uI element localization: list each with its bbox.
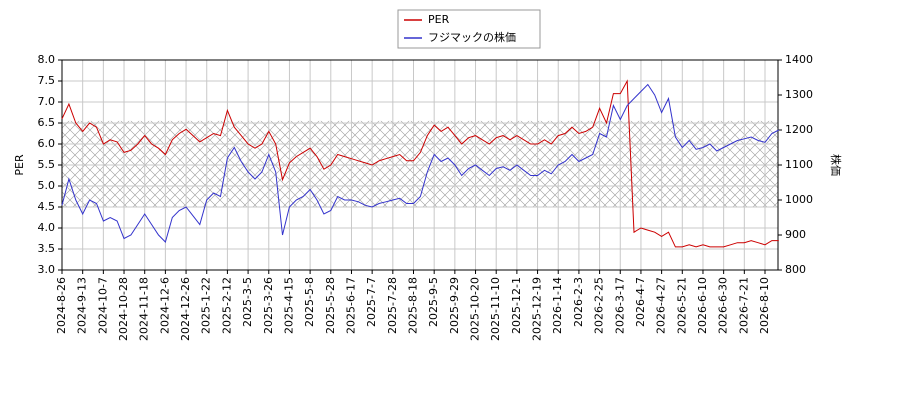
y2-tick-label: 1300 xyxy=(785,88,813,101)
x-tick-label: 2025-4-15 xyxy=(282,277,295,334)
y2-tick-label: 1400 xyxy=(785,53,813,66)
y-tick-label: 6.0 xyxy=(38,137,56,150)
x-tick-label: 2026-4-27 xyxy=(655,277,668,334)
x-tick-label: 2025-7-7 xyxy=(365,277,378,327)
y2-axis-label: 株価 xyxy=(829,154,843,176)
y-tick-label: 8.0 xyxy=(38,53,56,66)
x-tick-label: 2026-8-10 xyxy=(758,277,771,334)
x-tick-label: 2025-6-17 xyxy=(344,277,357,334)
line-series xyxy=(61,83,780,243)
plot-frame xyxy=(61,59,779,271)
y-tick-label: 3.0 xyxy=(38,263,56,276)
x-tick-label: 2025-5-8 xyxy=(303,277,316,327)
y-tick-label: 7.5 xyxy=(38,74,56,87)
y2-tick-label: 1200 xyxy=(785,123,813,136)
y-tick-label: 4.5 xyxy=(38,200,56,213)
x-tick-label: 2025-8-18 xyxy=(407,277,420,334)
legend-box xyxy=(397,9,541,49)
x-tick-label: 2026-6-30 xyxy=(717,277,730,334)
y-tick-label: 5.0 xyxy=(38,179,56,192)
x-tick-label: 2024-12-6 xyxy=(158,277,171,334)
x-tick-label: 2026-6-10 xyxy=(696,277,709,334)
y-tick-label: 3.5 xyxy=(38,242,56,255)
y-tick-label: 6.5 xyxy=(38,116,56,129)
y2-tick-label: 800 xyxy=(785,263,806,276)
x-tick-label: 2024-11-18 xyxy=(138,277,151,341)
x-tick-label: 2025-1-22 xyxy=(200,277,213,334)
y-tick-label: 7.0 xyxy=(38,95,56,108)
x-tick-label: 2025-3-5 xyxy=(241,277,254,327)
x-tick-label: 2025-12-1 xyxy=(510,277,523,334)
x-tick-label: 2026-2-3 xyxy=(572,277,585,327)
y2-tick-label: 900 xyxy=(785,228,806,241)
x-tick-label: 2025-10-20 xyxy=(469,277,482,341)
x-tick-label: 2025-9-29 xyxy=(448,277,461,334)
x-tick-label: 2026-1-14 xyxy=(551,277,564,334)
y2-tick-label: 1100 xyxy=(785,158,813,171)
x-tick-label: 2024-10-7 xyxy=(96,277,109,334)
y-tick-label: 5.5 xyxy=(38,158,56,171)
legend: PER フジマックの株価 xyxy=(397,9,541,49)
x-tick-label: 2025-9-5 xyxy=(427,277,440,327)
x-tick-label: 2025-3-26 xyxy=(262,277,275,334)
x-tick-label: 2026-5-21 xyxy=(675,277,688,334)
legend-label: PER xyxy=(428,13,450,26)
x-tick-label: 2026-2-25 xyxy=(593,277,606,334)
x-tick-label: 2026-7-21 xyxy=(737,277,750,334)
legend-label: フジマックの株価 xyxy=(428,30,516,44)
x-tick-label: 2025-11-10 xyxy=(489,277,502,341)
x-tick-label: 2024-12-26 xyxy=(179,277,192,341)
x-tick-label: 2024-9-13 xyxy=(76,277,89,334)
x-tick-label: 2025-5-28 xyxy=(324,277,337,334)
y-tick-label: 4.0 xyxy=(38,221,56,234)
x-tick-label: 2026-4-7 xyxy=(634,277,647,327)
y-axis-label: PER xyxy=(13,154,26,176)
x-tick-label: 2025-7-28 xyxy=(386,277,399,334)
x-tick-label: 2025-12-19 xyxy=(531,277,544,341)
line-series xyxy=(61,79,779,248)
x-tick-label: 2026-3-17 xyxy=(613,277,626,334)
x-tick-label: 2024-10-28 xyxy=(117,277,130,341)
x-tick-label: 2024-8-26 xyxy=(55,277,68,334)
y2-tick-label: 1000 xyxy=(785,193,813,206)
hatched-band xyxy=(62,120,778,207)
x-tick-label: 2025-2-12 xyxy=(220,277,233,334)
